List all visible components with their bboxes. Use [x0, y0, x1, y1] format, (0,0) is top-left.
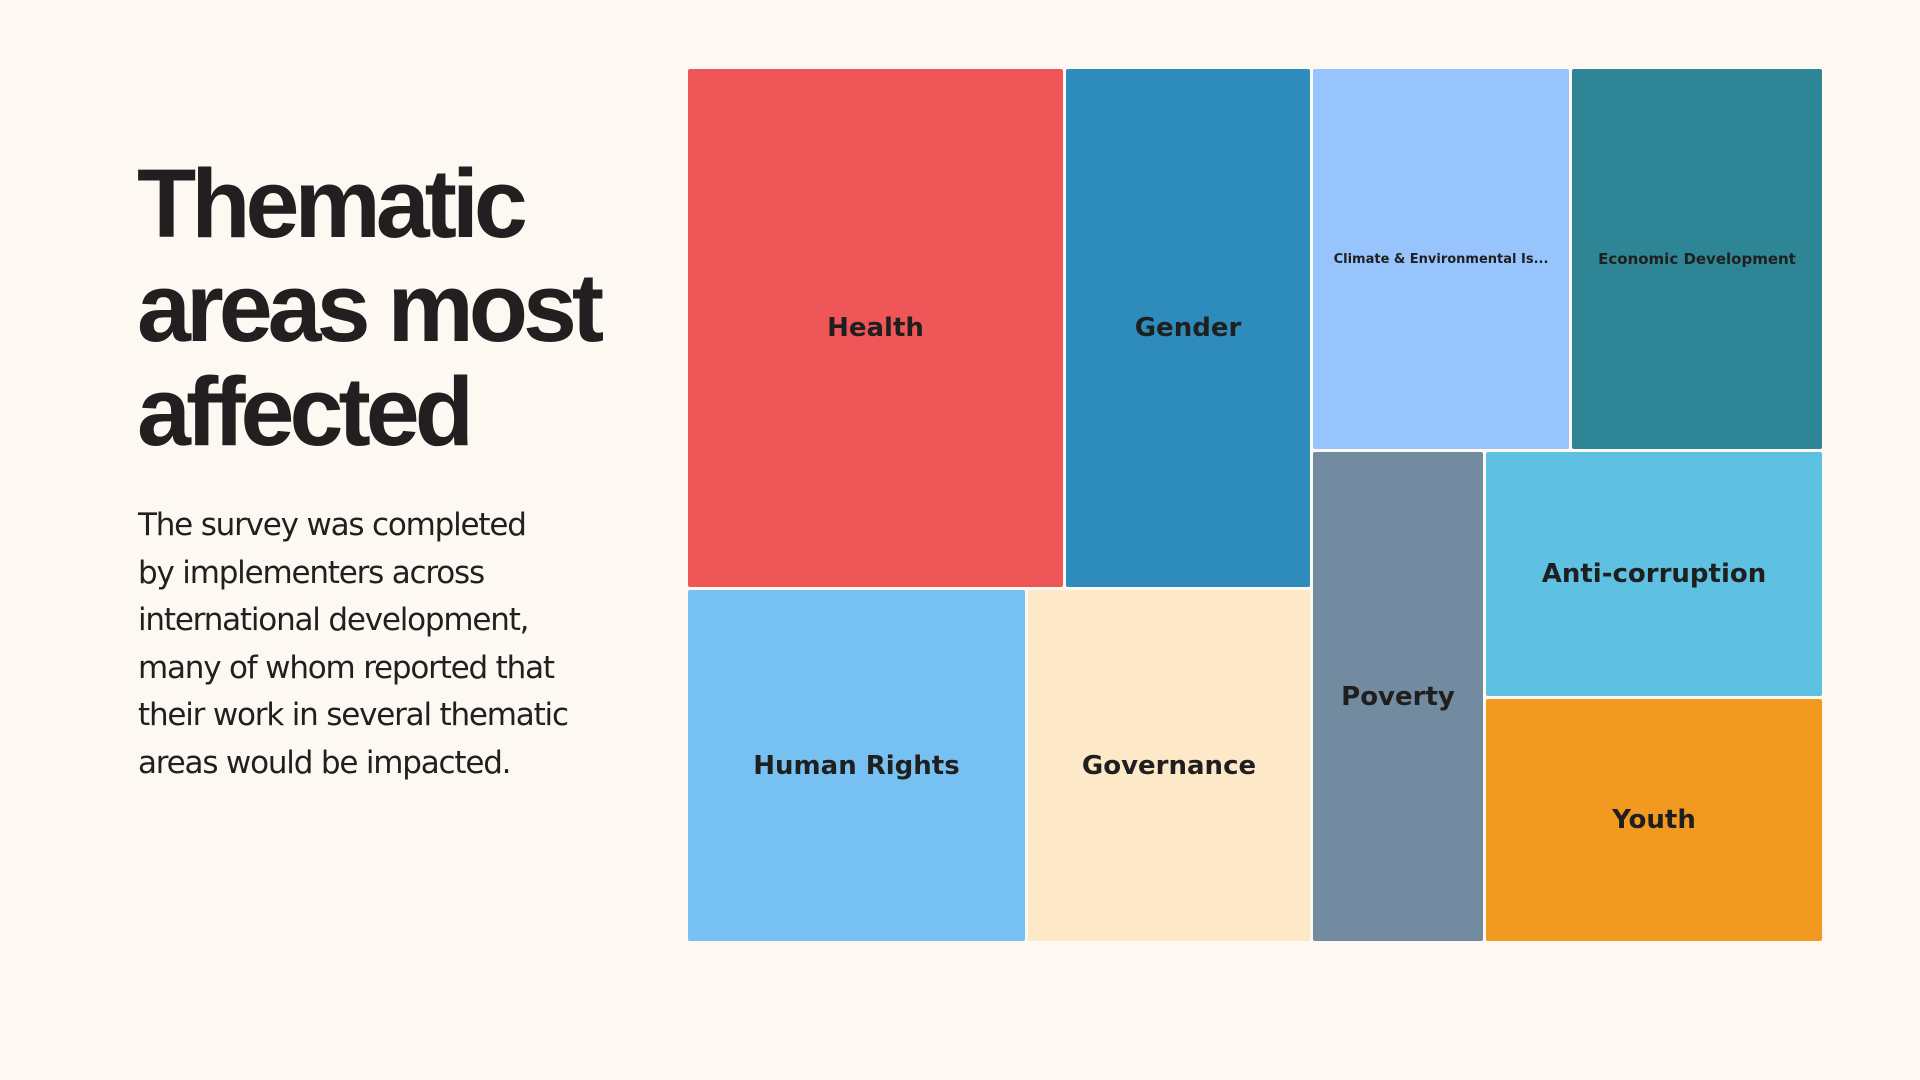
title-line-2: areas most: [137, 253, 604, 362]
title-line-3: affected: [137, 357, 474, 466]
treemap-tile-gender: Gender: [1066, 69, 1310, 587]
treemap-label-gender: Gender: [1134, 313, 1242, 343]
description-line-3: international development,: [138, 602, 530, 638]
treemap-label-anti-corruption: Anti-corruption: [1541, 559, 1767, 589]
treemap-tile-youth: Youth: [1486, 699, 1822, 941]
treemap-label-youth: Youth: [1612, 805, 1696, 835]
treemap-label-climate-environmental-issues: Climate & Environmental Is...: [1333, 251, 1549, 267]
treemap-label-governance: Governance: [1081, 750, 1257, 781]
description-line-2: by implementers across: [138, 554, 485, 591]
treemap-label-health: Health: [827, 313, 924, 343]
treemap-tile-anti-corruption: Anti-corruption: [1486, 452, 1822, 696]
treemap-tile-human-rights: Human Rights: [688, 590, 1025, 941]
description-line-5: their work in several thematic: [138, 697, 569, 733]
description-text: The survey was completed by implementers…: [138, 502, 578, 787]
treemap-label-economic-development: Economic Development: [1598, 250, 1796, 268]
treemap-tile-governance: Governance: [1028, 590, 1310, 941]
description-line-6: areas would be impacted.: [138, 744, 512, 781]
description-line-4: many of whom reported that: [138, 649, 555, 686]
title-line-1: Thematic: [137, 149, 528, 258]
treemap-tile-poverty: Poverty: [1313, 452, 1483, 941]
description-line-1: The survey was completed: [138, 507, 527, 543]
treemap-label-poverty: Poverty: [1341, 681, 1455, 712]
treemap-tile-health: Health: [688, 69, 1063, 587]
treemap-tile-climate-environmental-issues: Climate & Environmental Is...: [1313, 69, 1569, 449]
page-title: Thematic areas most affected: [137, 152, 617, 464]
treemap-label-human-rights: Human Rights: [753, 750, 960, 781]
treemap-tile-economic-development: Economic Development: [1572, 69, 1822, 449]
